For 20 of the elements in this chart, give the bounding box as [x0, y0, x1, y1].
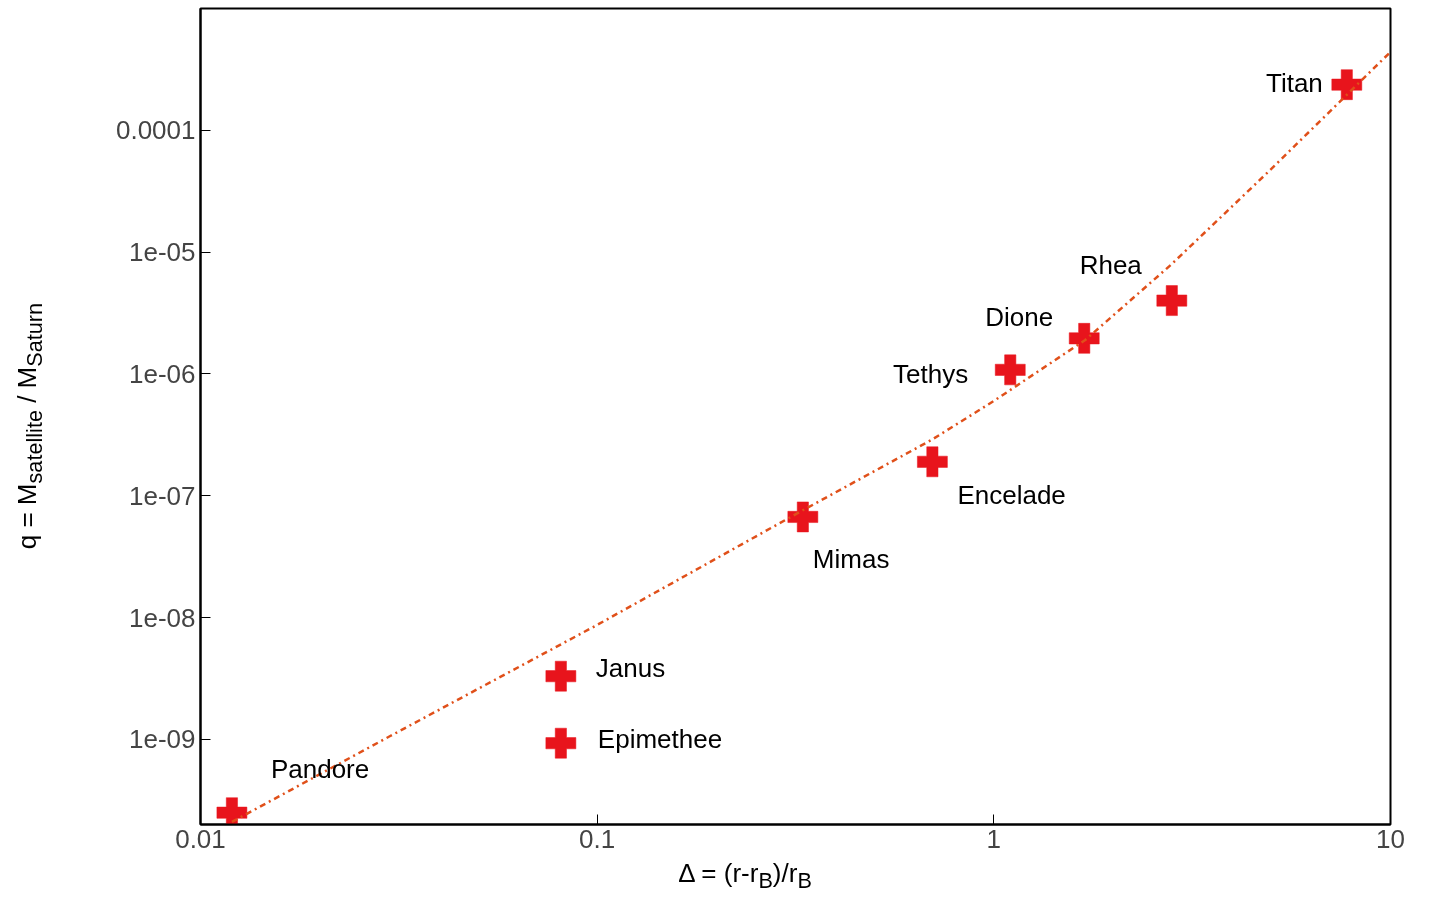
- x-tick-label: 10: [1376, 823, 1405, 854]
- annotation: Titan: [1265, 67, 1323, 98]
- annotation: Janus: [595, 653, 666, 684]
- y-tick-label: 1e-05: [129, 237, 196, 268]
- y-tick-label: 0.0001: [115, 115, 196, 146]
- x-tick-label: 0.1: [579, 823, 616, 854]
- y-tick-label: 1e-09: [129, 724, 196, 755]
- annotation: Pandore: [270, 753, 370, 784]
- annotation: Dione: [985, 302, 1054, 333]
- annotation: Encelade: [957, 479, 1066, 510]
- annotation: Tethys: [893, 358, 969, 389]
- x-tick-label: 1: [986, 823, 1002, 854]
- annotation: Mimas: [812, 543, 890, 574]
- annotation: Epimethee: [597, 724, 723, 755]
- y-tick-label: 1e-08: [129, 602, 196, 633]
- y-tick-label: 1e-07: [129, 480, 196, 511]
- x-axis-title: Δ = (r-r$_{B}$)/r$_{B}$: [678, 857, 812, 896]
- annotation: Rhea: [1079, 249, 1143, 280]
- y-tick-label: 1e-06: [129, 358, 196, 389]
- x-tick-label: 0.01: [175, 823, 226, 854]
